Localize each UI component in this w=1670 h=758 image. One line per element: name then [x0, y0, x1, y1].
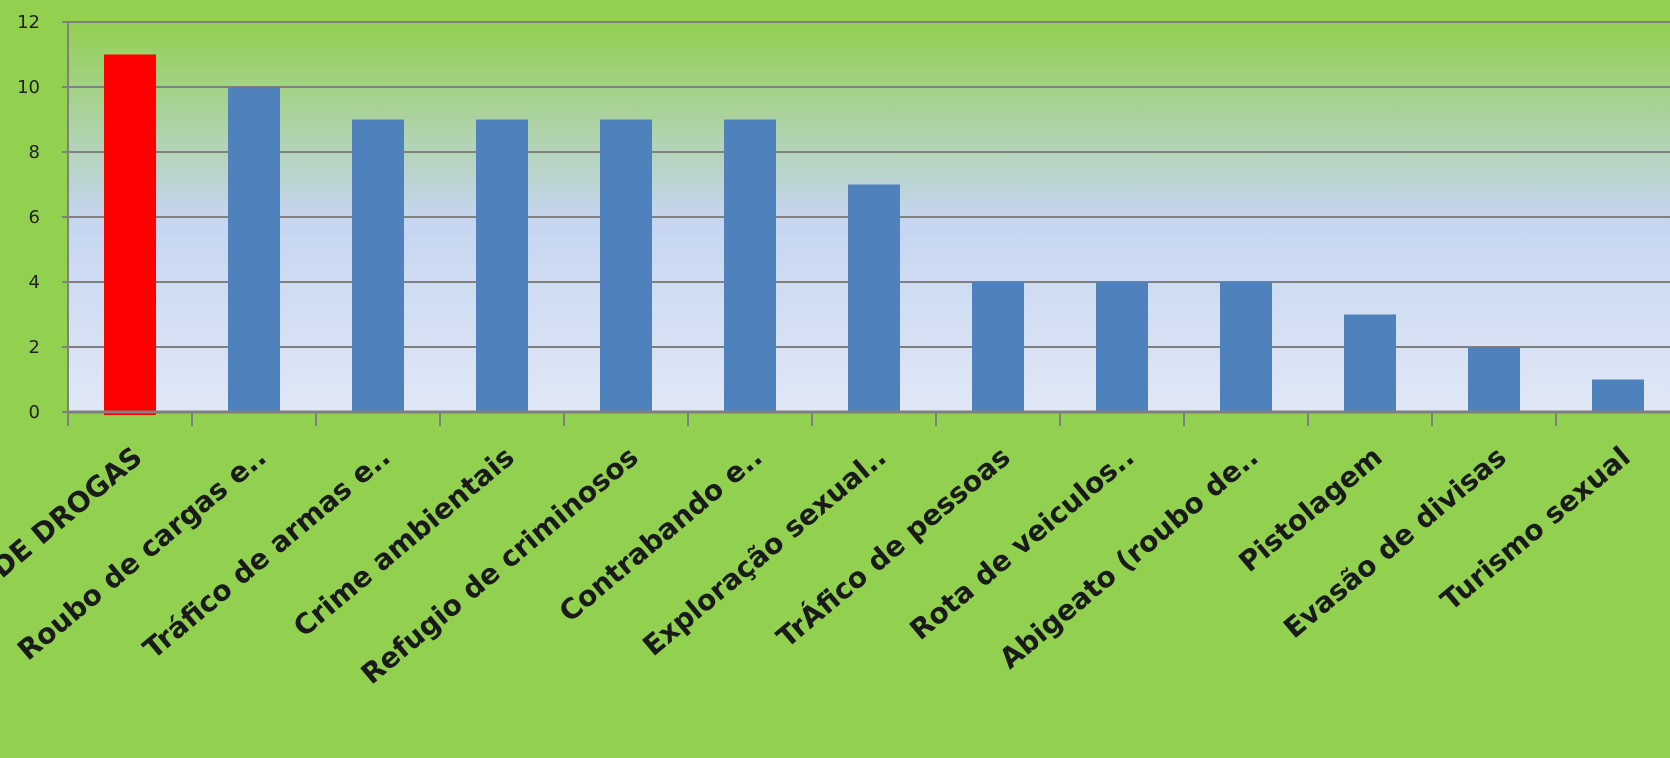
x-category-label: Roubo de cargas e..: [11, 440, 272, 667]
y-tick-label: 2: [29, 337, 40, 358]
bar-7: [848, 184, 900, 412]
x-category-label: Contrabando e..: [553, 440, 769, 629]
x-category-label: Tráfico de armas e..: [137, 440, 397, 665]
axes: [62, 21, 1670, 426]
bar-1: [104, 54, 156, 415]
x-category-label: Crime ambientais: [287, 440, 520, 643]
bar-5: [600, 119, 652, 412]
y-tick-label: 4: [29, 272, 40, 293]
y-tick-label: 12: [17, 12, 40, 33]
bar-4: [476, 119, 528, 412]
y-tick-label: 10: [17, 77, 40, 98]
x-category-label: Rota de veiculos..: [903, 440, 1140, 646]
bar-10: [1220, 282, 1272, 412]
y-tick-label: 0: [29, 402, 40, 423]
bar-3: [352, 119, 404, 412]
bar-6: [724, 119, 776, 412]
x-category-label: TrÁfico de pessoas: [770, 439, 1017, 654]
x-category-label: Exploração sexual..: [636, 440, 892, 662]
bars: [104, 54, 1644, 415]
x-category-label: Evasão de divisas: [1277, 440, 1512, 645]
bar-2: [228, 87, 280, 412]
bar-9: [1096, 282, 1148, 412]
bar-13: [1592, 379, 1644, 412]
bar-11: [1344, 314, 1396, 412]
y-tick-label: 8: [29, 142, 40, 163]
bar-12: [1468, 347, 1520, 412]
x-category-label: Abigeato (roubo de..: [993, 440, 1264, 675]
bar-8: [972, 282, 1024, 412]
y-tick-label: 6: [29, 207, 40, 228]
